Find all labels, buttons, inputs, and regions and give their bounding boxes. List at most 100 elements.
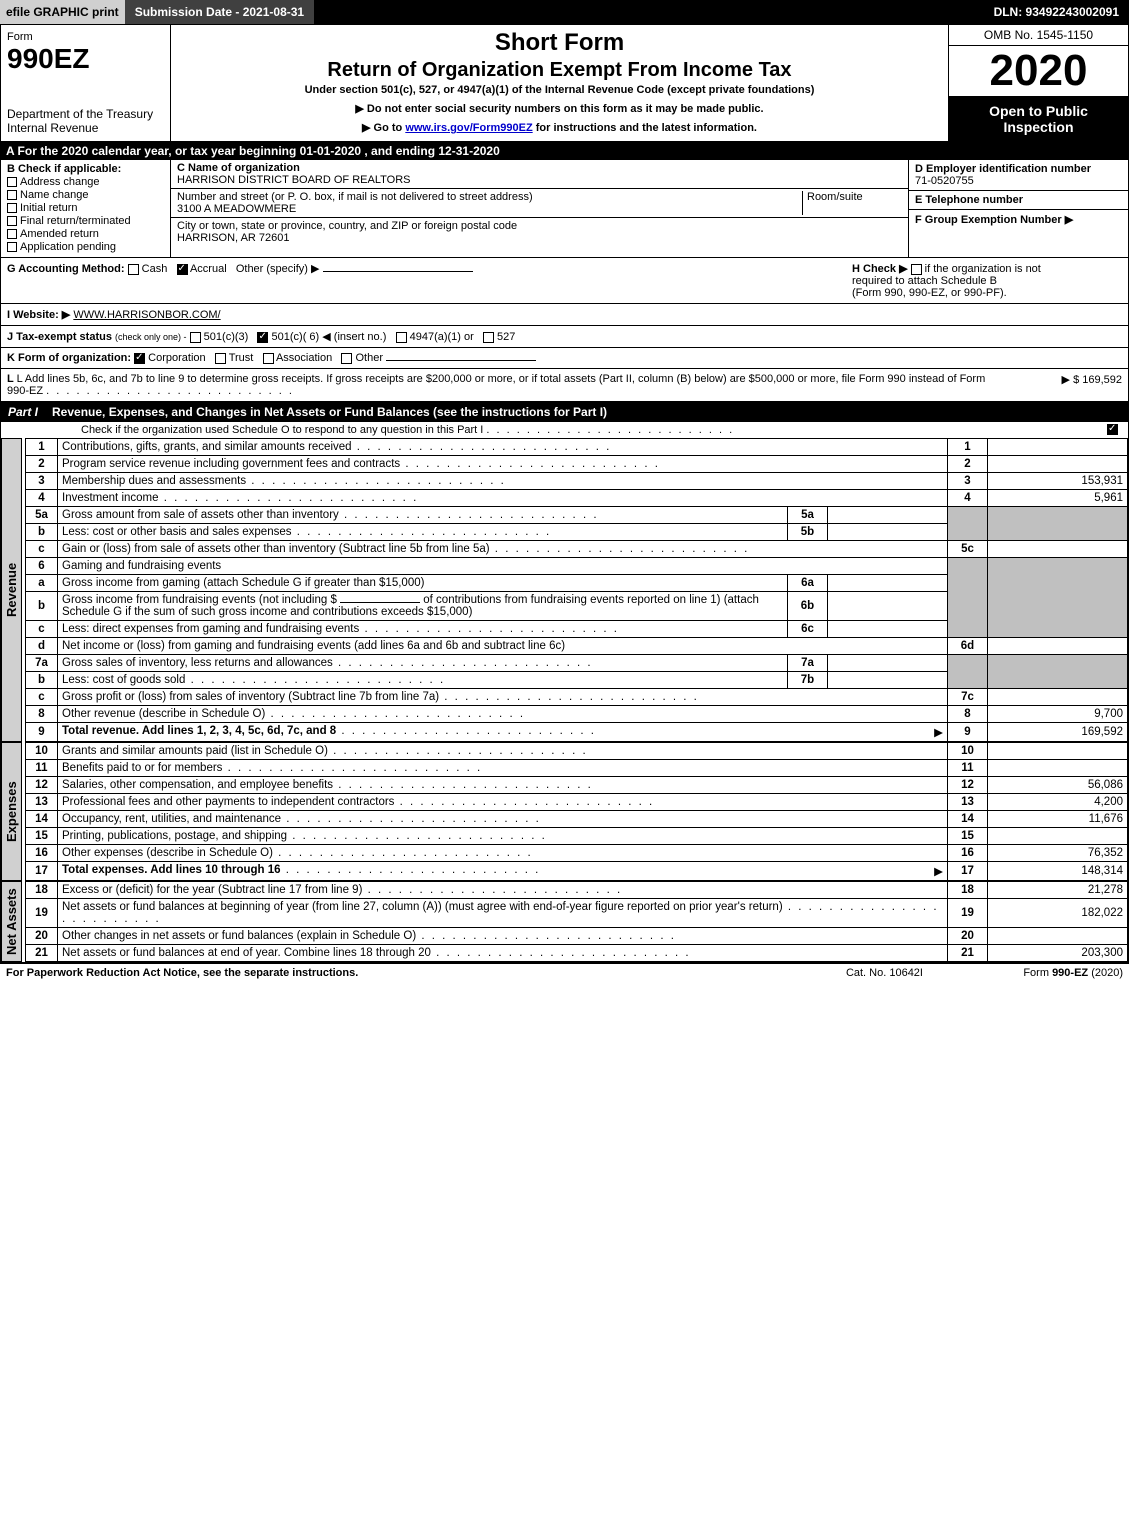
label-other-org: Other xyxy=(355,352,383,364)
check-final-return[interactable]: Final return/terminated xyxy=(7,215,164,227)
check-501c3[interactable] xyxy=(190,332,201,343)
label-trust: Trust xyxy=(229,352,254,364)
city-label: City or town, state or province, country… xyxy=(177,220,902,232)
note2-post: for instructions and the latest informat… xyxy=(536,122,757,134)
page-footer: For Paperwork Reduction Act Notice, see … xyxy=(0,963,1129,982)
check-other-org[interactable] xyxy=(341,353,352,364)
table-row: 1 Contributions, gifts, grants, and simi… xyxy=(26,439,1128,456)
submission-date: Submission Date - 2021-08-31 xyxy=(125,0,314,24)
table-row: 14Occupancy, rent, utilities, and mainte… xyxy=(26,811,1128,828)
header-center: Short Form Return of Organization Exempt… xyxy=(171,25,948,141)
label-501c: 501(c)( 6) ◀ (insert no.) xyxy=(272,331,387,343)
check-accrual[interactable] xyxy=(177,264,188,275)
line-amount xyxy=(988,439,1128,456)
table-row: 3 Membership dues and assessments 3 153,… xyxy=(26,473,1128,490)
org-name-label: C Name of organization xyxy=(177,162,902,174)
efile-print-label[interactable]: efile GRAPHIC print xyxy=(0,0,125,24)
l-amount: ▶ $ 169,592 xyxy=(1002,373,1122,397)
ein-value: 71-0520755 xyxy=(915,175,1122,187)
other-specify-label: Other (specify) ▶ xyxy=(236,263,320,275)
table-row: 17Total expenses. Add lines 10 through 1… xyxy=(26,862,1128,881)
table-row: 13Professional fees and other payments t… xyxy=(26,794,1128,811)
section-d: D Employer identification number 71-0520… xyxy=(908,160,1128,257)
header-right: OMB No. 1545-1150 2020 Open to Public In… xyxy=(948,25,1128,141)
irs-label: Internal Revenue xyxy=(7,121,164,135)
department-label: Department of the Treasury xyxy=(7,107,164,121)
ein-label: D Employer identification number xyxy=(915,163,1122,175)
table-row: 6 Gaming and fundraising events xyxy=(26,558,1128,575)
table-row: 9 Total revenue. Add lines 1, 2, 3, 4, 5… xyxy=(26,723,1128,742)
h-label: H Check ▶ xyxy=(852,263,908,275)
form-label: Form xyxy=(7,31,164,43)
name-address-section: B Check if applicable: Address change Na… xyxy=(0,160,1129,258)
revenue-block: Revenue 1 Contributions, gifts, grants, … xyxy=(0,438,1129,742)
other-org-input[interactable] xyxy=(386,360,536,361)
table-row: 12Salaries, other compensation, and empl… xyxy=(26,777,1128,794)
table-row: 20Other changes in net assets or fund ba… xyxy=(26,928,1128,945)
label-527: 527 xyxy=(497,331,515,343)
check-527[interactable] xyxy=(483,332,494,343)
table-row: 16Other expenses (describe in Schedule O… xyxy=(26,845,1128,862)
form-number: 990EZ xyxy=(7,43,164,75)
table-row: c Gain or (loss) from sale of assets oth… xyxy=(26,541,1128,558)
table-row: 7a Gross sales of inventory, less return… xyxy=(26,655,1128,672)
table-row: 19 Net assets or fund balances at beginn… xyxy=(26,899,1128,928)
check-association[interactable] xyxy=(263,353,274,364)
accrual-label: Accrual xyxy=(190,263,227,275)
contributions-input[interactable] xyxy=(340,602,420,603)
check-trust[interactable] xyxy=(215,353,226,364)
table-row: d Net income or (loss) from gaming and f… xyxy=(26,638,1128,655)
table-row: 4 Investment income 4 5,961 xyxy=(26,490,1128,507)
footer-mid: Cat. No. 10642I xyxy=(846,967,923,979)
other-specify-input[interactable] xyxy=(323,271,473,272)
expenses-table: 10Grants and similar amounts paid (list … xyxy=(25,742,1128,881)
misc-section: G Accounting Method: Cash Accrual Other … xyxy=(0,258,1129,304)
check-h[interactable] xyxy=(911,264,922,275)
check-cash[interactable] xyxy=(128,264,139,275)
omb-number: OMB No. 1545-1150 xyxy=(949,25,1128,46)
label-4947: 4947(a)(1) or xyxy=(410,331,474,343)
phone-label: E Telephone number xyxy=(915,194,1122,206)
check-amended-return[interactable]: Amended return xyxy=(7,228,164,240)
h-text1: if the organization is not xyxy=(925,263,1041,275)
check-4947[interactable] xyxy=(396,332,407,343)
under-section-text: Under section 501(c), 527, or 4947(a)(1)… xyxy=(177,84,942,96)
website-value[interactable]: WWW.HARRISONBOR.COM/ xyxy=(73,309,220,321)
footer-right: Form Form 990-EZ (2020)990-EZ (2020) xyxy=(923,967,1123,979)
table-row: 8 Other revenue (describe in Schedule O)… xyxy=(26,706,1128,723)
note2-pre: ▶ Go to xyxy=(362,122,405,134)
k-label: K Form of organization: xyxy=(7,352,131,364)
instructions-link[interactable]: www.irs.gov/Form990EZ xyxy=(405,122,532,134)
cash-label: Cash xyxy=(142,263,168,275)
part-1-label: Part I xyxy=(0,402,46,422)
expenses-side-label: Expenses xyxy=(1,742,22,881)
j-label: J Tax-exempt status xyxy=(7,331,112,343)
section-c: C Name of organization HARRISON DISTRICT… xyxy=(171,160,908,257)
top-bar: efile GRAPHIC print Submission Date - 20… xyxy=(0,0,1129,24)
check-initial-return[interactable]: Initial return xyxy=(7,202,164,214)
line-num: 1 xyxy=(26,439,58,456)
line-desc: Contributions, gifts, grants, and simila… xyxy=(58,439,948,456)
check-schedule-o[interactable] xyxy=(1107,424,1118,435)
table-row: c Gross profit or (loss) from sales of i… xyxy=(26,689,1128,706)
check-address-change[interactable]: Address change xyxy=(7,176,164,188)
form-header: Form 990EZ Department of the Treasury In… xyxy=(0,24,1129,142)
table-row: 15Printing, publications, postage, and s… xyxy=(26,828,1128,845)
check-corporation[interactable] xyxy=(134,353,145,364)
table-row: 10Grants and similar amounts paid (list … xyxy=(26,743,1128,760)
line-l-section: L L Add lines 5b, 6c, and 7b to line 9 t… xyxy=(0,369,1129,402)
check-501c[interactable] xyxy=(257,332,268,343)
footer-left: For Paperwork Reduction Act Notice, see … xyxy=(6,967,846,979)
tax-exempt-section: J Tax-exempt status (check only one) - 5… xyxy=(0,326,1129,348)
revenue-side-label: Revenue xyxy=(1,438,22,742)
part-1-header: Part I Revenue, Expenses, and Changes in… xyxy=(0,402,1129,422)
part-1-title: Revenue, Expenses, and Changes in Net As… xyxy=(46,402,1129,422)
dln-label: DLN: 93492243002091 xyxy=(984,3,1129,21)
group-exemption-label: F Group Exemption Number ▶ xyxy=(915,213,1122,226)
room-suite-label: Room/suite xyxy=(802,191,902,215)
instructions-link-row: ▶ Go to www.irs.gov/Form990EZ for instru… xyxy=(177,121,942,134)
check-application-pending[interactable]: Application pending xyxy=(7,241,164,253)
check-name-change[interactable]: Name change xyxy=(7,189,164,201)
line-ref: 1 xyxy=(948,439,988,456)
section-b-label: B Check if applicable: xyxy=(7,163,164,175)
